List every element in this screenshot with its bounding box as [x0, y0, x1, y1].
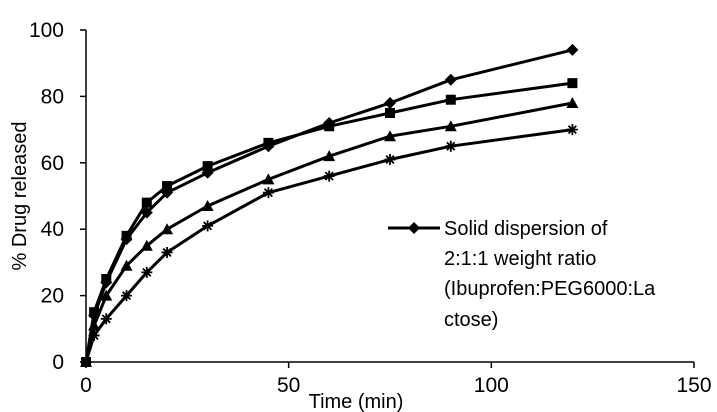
series-2-square	[81, 78, 578, 367]
data-point-asterisk	[384, 153, 396, 165]
x-tick-label: 0	[80, 374, 92, 397]
data-point-diamond	[566, 43, 579, 56]
legend-diamond-marker	[408, 222, 420, 234]
legend-text-line-2: 2:1:1 weight ratio	[444, 248, 596, 270]
data-point-asterisk	[88, 329, 100, 341]
data-point-square	[385, 108, 395, 118]
data-point-asterisk	[262, 187, 274, 199]
data-point-asterisk	[141, 266, 153, 278]
data-point-asterisk	[100, 313, 112, 325]
data-point-square	[162, 181, 173, 192]
data-point-triangle	[201, 199, 214, 211]
data-point-asterisk	[121, 290, 133, 302]
y-axis-title: % Drug released	[9, 122, 31, 271]
legend-text-line-4: ctose)	[444, 309, 498, 331]
data-point-triangle	[566, 97, 579, 109]
data-point-diamond	[384, 97, 396, 110]
y-tick-label: 40	[41, 218, 64, 241]
data-point-triangle	[140, 239, 153, 251]
x-tick-labels: 0 50 100 150	[80, 362, 712, 397]
data-point-asterisk	[323, 170, 335, 182]
data-point-triangle	[88, 319, 101, 331]
legend-text-line-3: (Ibuprofen:PEG6000:La	[444, 278, 656, 300]
data-point-triangle	[444, 120, 457, 132]
series-2-line	[84, 81, 573, 363]
y-tick-label: 100	[29, 19, 64, 42]
data-point-square	[324, 121, 335, 132]
data-point-square	[202, 161, 213, 172]
data-point-square	[445, 94, 456, 105]
data-point-square	[121, 230, 132, 241]
legend: Solid dispersion of 2:1:1 weight ratio (…	[388, 218, 656, 331]
x-tick-label: 50	[277, 374, 300, 397]
y-tick-label: 0	[52, 351, 64, 374]
data-point-triangle	[323, 150, 336, 162]
data-point-asterisk	[566, 124, 578, 136]
data-point-triangle	[161, 223, 174, 235]
data-point-asterisk	[445, 140, 457, 152]
data-point-triangle	[262, 173, 275, 185]
data-point-square	[263, 137, 274, 148]
data-point-square	[101, 274, 112, 284]
data-point-square	[567, 78, 578, 89]
x-axis-title: Time (min)	[309, 391, 404, 412]
data-point-triangle	[384, 130, 396, 142]
y-tick-labels: 0 20 40 60 80 100	[29, 19, 86, 374]
data-point-asterisk	[161, 246, 173, 258]
y-tick-label: 80	[41, 85, 64, 108]
axes	[85, 30, 694, 363]
series-4-line	[84, 128, 573, 363]
x-tick-label: 100	[474, 374, 509, 397]
data-point-square	[141, 197, 152, 208]
legend-text-line-1: Solid dispersion of	[444, 218, 608, 240]
data-point-diamond	[444, 73, 457, 86]
y-tick-label: 20	[41, 285, 64, 308]
y-tick-label: 60	[41, 152, 64, 175]
plot-area	[80, 43, 579, 368]
data-point-triangle	[100, 289, 113, 301]
data-point-square	[89, 307, 100, 318]
x-tick-label: 150	[676, 374, 711, 397]
series-1-line	[84, 48, 573, 363]
data-point-triangle	[120, 259, 133, 271]
data-point-asterisk	[202, 220, 214, 232]
